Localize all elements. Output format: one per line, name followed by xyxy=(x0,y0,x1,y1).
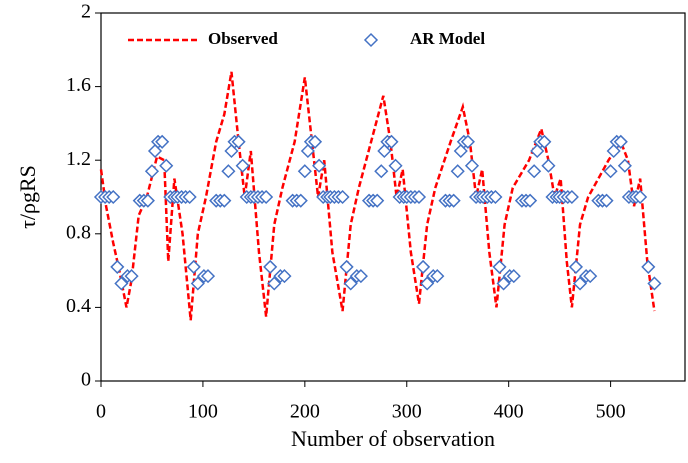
ar-point xyxy=(599,193,614,208)
ar-point xyxy=(527,164,542,179)
ar-point xyxy=(140,193,155,208)
ar-point xyxy=(259,189,274,205)
x-tick-label: 500 xyxy=(596,401,626,423)
legend-marker xyxy=(363,32,379,48)
ar-point xyxy=(647,276,662,291)
ar-point xyxy=(374,164,389,179)
ar-point xyxy=(388,158,403,173)
ar-point xyxy=(312,158,327,173)
legend-label: AR Model xyxy=(410,29,485,48)
ar-point xyxy=(384,134,399,149)
ar-point xyxy=(568,259,584,274)
ar-point xyxy=(221,164,236,179)
ar-point xyxy=(633,189,648,205)
ar-point xyxy=(460,134,475,149)
ar-point xyxy=(420,276,435,291)
y-tick-label: 1.6 xyxy=(66,74,91,96)
y-tick-label: 2 xyxy=(81,1,91,23)
ar-point xyxy=(488,189,503,205)
y-tick-label: 0.8 xyxy=(66,221,91,243)
ar-point xyxy=(155,134,170,149)
ar-point xyxy=(377,143,392,159)
ar-point xyxy=(235,158,250,173)
ar-point xyxy=(110,259,125,274)
ar-point xyxy=(506,269,521,284)
ar-point xyxy=(603,164,618,179)
ar-point xyxy=(537,134,552,149)
ar-point xyxy=(200,269,216,284)
x-tick-label: 100 xyxy=(188,401,218,423)
ar-point xyxy=(450,164,465,179)
x-tick-label: 200 xyxy=(290,401,320,423)
ar-point xyxy=(217,193,232,208)
ar-point xyxy=(583,269,598,284)
ar-point xyxy=(613,134,628,149)
ar-point xyxy=(186,259,201,274)
ar-point xyxy=(182,189,197,205)
legend-label: Observed xyxy=(208,29,278,48)
ar-point xyxy=(307,134,323,149)
ar-point xyxy=(446,193,461,208)
ar-point xyxy=(411,189,427,205)
ar-point xyxy=(293,193,308,208)
ar-point xyxy=(572,276,588,291)
y-axis-title: τ/ρgRS xyxy=(15,165,40,229)
ar-point xyxy=(492,259,507,274)
ar-point xyxy=(370,193,385,208)
ar-point xyxy=(641,259,656,274)
ar-point xyxy=(617,158,632,173)
ar-point xyxy=(453,143,468,159)
y-tick-label: 0.4 xyxy=(66,295,91,317)
ar-point xyxy=(353,269,368,284)
legend-bg xyxy=(359,26,529,54)
ar-point xyxy=(564,189,579,205)
x-tick-label: 300 xyxy=(392,401,422,423)
ar-point xyxy=(496,276,511,291)
ar-point xyxy=(297,164,312,179)
ar-point xyxy=(416,259,431,274)
x-tick-label: 400 xyxy=(494,401,524,423)
ar-point xyxy=(190,276,205,291)
ar-point xyxy=(335,189,350,205)
y-tick-label: 0 xyxy=(81,369,91,391)
ar-point xyxy=(114,276,129,291)
ar-point xyxy=(464,158,480,173)
ar-point xyxy=(106,189,121,205)
ar-point xyxy=(339,259,354,274)
ar-point xyxy=(144,164,160,179)
ar-point xyxy=(523,193,538,208)
x-axis-title: Number of observation xyxy=(291,426,495,451)
ar-point xyxy=(231,134,246,149)
ar-point xyxy=(159,158,174,173)
ar-point xyxy=(343,276,358,291)
ar-point xyxy=(124,269,139,284)
ar-point xyxy=(267,276,282,291)
ar-point xyxy=(430,269,445,284)
ar-point xyxy=(541,158,556,173)
y-tick-label: 1.2 xyxy=(66,148,91,170)
x-tick-label: 0 xyxy=(96,401,106,423)
ar-point xyxy=(263,259,278,274)
ar-point xyxy=(277,269,292,284)
